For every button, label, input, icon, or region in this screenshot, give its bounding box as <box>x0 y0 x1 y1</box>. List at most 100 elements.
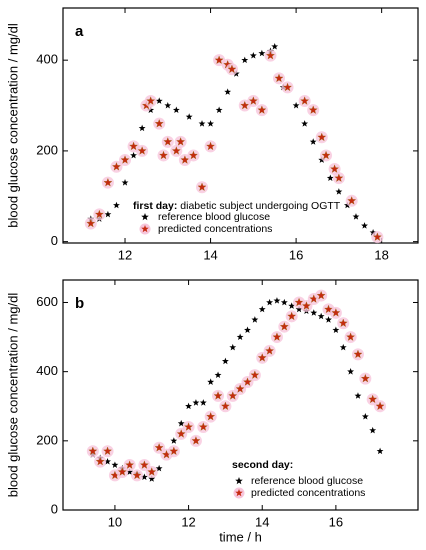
legend-description: diabetic subject undergoing OGTT <box>180 200 341 212</box>
point <box>192 399 200 406</box>
point <box>199 399 207 406</box>
point <box>125 460 135 469</box>
point <box>301 120 309 127</box>
legend-title: second day: <box>232 459 293 471</box>
plot-frame <box>62 7 419 244</box>
point <box>198 120 206 127</box>
point <box>185 402 192 410</box>
point <box>338 318 348 327</box>
point <box>321 150 331 160</box>
panel-label: a <box>75 23 84 40</box>
point <box>308 105 318 114</box>
point <box>129 141 138 151</box>
point <box>361 222 368 229</box>
point <box>339 343 347 351</box>
point <box>258 305 266 313</box>
point <box>159 150 168 160</box>
point <box>132 470 142 480</box>
point <box>197 182 207 191</box>
panel-label: b <box>75 295 84 312</box>
y-tick-label: 200 <box>36 142 58 157</box>
point <box>207 120 214 127</box>
point <box>332 326 340 334</box>
y-tick-label: 400 <box>36 363 58 378</box>
point <box>294 297 304 307</box>
point <box>111 461 119 468</box>
x-axis-label: time / h <box>219 529 262 544</box>
legend-marker <box>235 489 243 497</box>
point <box>228 391 238 400</box>
y-tick-label: 400 <box>36 52 58 67</box>
point <box>104 210 112 218</box>
x-tick-label: 12 <box>181 514 195 529</box>
y-tick-label: 0 <box>51 233 58 248</box>
x-tick-label: 10 <box>108 514 122 529</box>
point <box>241 56 249 64</box>
point <box>147 467 157 476</box>
point <box>272 332 282 341</box>
point <box>198 422 208 431</box>
point <box>316 290 326 300</box>
point <box>177 419 185 427</box>
point <box>375 401 385 410</box>
point <box>164 101 172 109</box>
point <box>324 304 333 314</box>
point <box>189 150 198 160</box>
legend-label: reference blood glucose <box>251 475 363 487</box>
point <box>139 460 149 469</box>
point <box>317 312 325 320</box>
x-tick-label: 14 <box>255 514 269 529</box>
point <box>330 164 339 173</box>
point <box>346 332 356 341</box>
point <box>191 436 201 445</box>
point <box>138 124 146 132</box>
point <box>326 174 334 182</box>
point <box>207 378 215 385</box>
point <box>148 475 156 482</box>
point <box>334 173 344 182</box>
point <box>88 446 98 455</box>
point <box>169 446 179 455</box>
legend-title: first day: diabetic subject undergoing O… <box>133 200 341 212</box>
legend-title-bold: second day: <box>232 459 293 471</box>
point <box>103 178 113 187</box>
legend-label: predicted concentrations <box>251 487 365 499</box>
point <box>206 411 216 421</box>
point <box>104 457 111 465</box>
point <box>257 353 267 362</box>
point <box>154 443 164 452</box>
point <box>214 371 222 379</box>
legend-marker <box>235 477 243 485</box>
point <box>331 308 341 317</box>
point <box>335 188 343 195</box>
y-axis-label: blood glucose concentration / mg/dl <box>5 293 20 498</box>
point <box>172 106 180 113</box>
x-tick-label: 14 <box>203 247 217 262</box>
point <box>137 146 147 155</box>
legend-marker <box>141 213 149 221</box>
point <box>112 162 121 171</box>
point <box>369 426 377 434</box>
point <box>121 179 129 186</box>
plot-frame <box>62 279 419 511</box>
point <box>126 468 134 475</box>
point <box>251 316 259 323</box>
point <box>248 96 258 105</box>
point <box>361 413 369 420</box>
point <box>206 141 215 151</box>
x-tick-label: 16 <box>329 514 343 529</box>
point <box>180 155 190 164</box>
point <box>215 106 223 113</box>
legend-label: predicted concentrations <box>158 223 272 235</box>
point <box>250 370 260 379</box>
point <box>221 357 229 365</box>
point <box>120 155 130 164</box>
point <box>113 201 120 209</box>
point <box>352 213 360 220</box>
point <box>146 96 156 105</box>
y-tick-label: 200 <box>36 432 58 447</box>
point <box>184 422 193 431</box>
point <box>236 333 244 340</box>
point <box>257 105 267 114</box>
point <box>171 146 181 155</box>
